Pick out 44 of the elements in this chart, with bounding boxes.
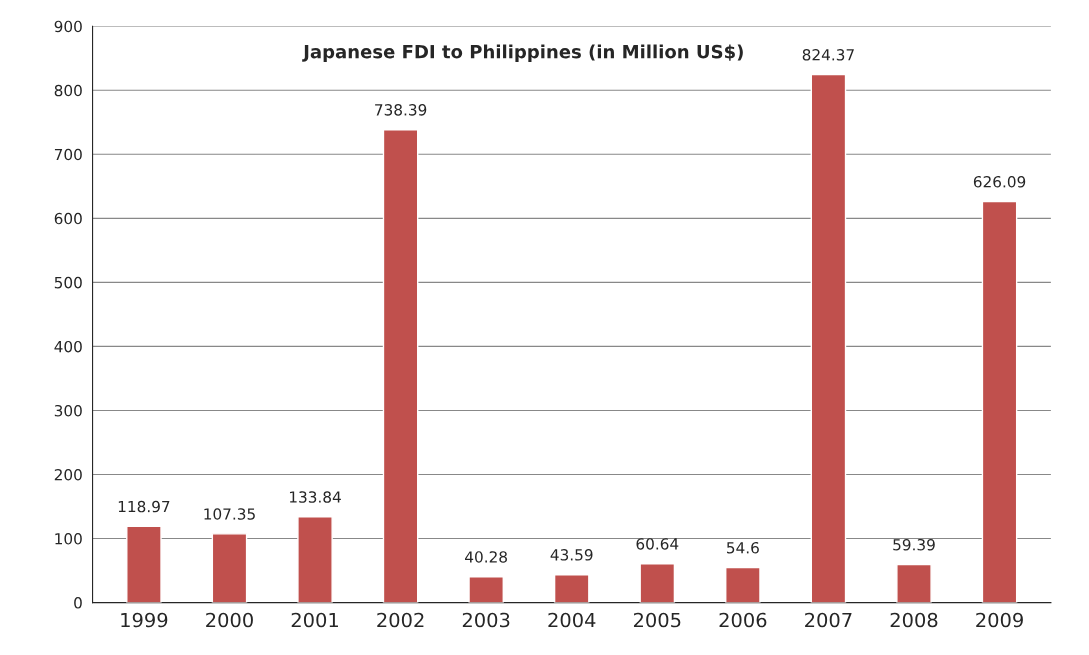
data-label: 43.59 bbox=[550, 549, 593, 561]
x-tick-label: 2009 bbox=[976, 612, 1023, 628]
data-label: 59.39 bbox=[893, 538, 935, 551]
x-tick-label: 2007 bbox=[805, 612, 852, 628]
y-tick-label: 800 bbox=[54, 84, 82, 97]
bar bbox=[725, 566, 761, 603]
y-tick-label: 0 bbox=[74, 597, 82, 609]
x-tick-label: 2001 bbox=[291, 612, 338, 628]
bar bbox=[297, 516, 333, 603]
y-tick-label: 700 bbox=[54, 148, 82, 161]
x-tick-label: 2002 bbox=[377, 612, 424, 628]
data-label: 118.97 bbox=[118, 500, 170, 513]
x-tick-label: 2003 bbox=[462, 612, 510, 628]
data-label: 54.6 bbox=[727, 542, 759, 554]
y-tick-label: 300 bbox=[54, 404, 82, 417]
bar bbox=[468, 576, 504, 603]
bar bbox=[553, 573, 590, 603]
y-tick-label: 400 bbox=[54, 340, 82, 353]
x-tick-label: 2004 bbox=[548, 612, 596, 628]
data-label: 824.37 bbox=[802, 49, 854, 61]
data-label: 626.09 bbox=[973, 176, 1026, 188]
text: Japanese FDI to Philippines (in Million US$) bbox=[302, 44, 743, 62]
y-tick-label: 900 bbox=[54, 20, 82, 33]
x-tick-label: 2008 bbox=[890, 612, 938, 628]
y-tick-label: 500 bbox=[54, 276, 82, 289]
bar bbox=[382, 129, 419, 603]
data-label: 738.39 bbox=[375, 104, 427, 116]
bar bbox=[896, 563, 932, 603]
data-label: 60.64 bbox=[636, 538, 679, 550]
x-tick-label: 1999 bbox=[121, 612, 168, 628]
data-label: 107.35 bbox=[204, 508, 255, 520]
bar bbox=[639, 563, 676, 603]
data-label: 133.84 bbox=[289, 491, 341, 503]
bar bbox=[211, 533, 248, 603]
bar bbox=[981, 200, 1018, 603]
bar bbox=[810, 73, 847, 603]
x-tick-label: 2000 bbox=[206, 612, 253, 628]
bar bbox=[126, 525, 162, 603]
data-label: 40.28 bbox=[465, 551, 507, 563]
y-tick-label: 100 bbox=[55, 533, 82, 545]
x-tick-label: 2006 bbox=[719, 612, 767, 628]
y-tick-label: 600 bbox=[54, 212, 82, 225]
y-tick-label: 200 bbox=[54, 468, 82, 481]
x-tick-label: 2005 bbox=[633, 612, 681, 628]
